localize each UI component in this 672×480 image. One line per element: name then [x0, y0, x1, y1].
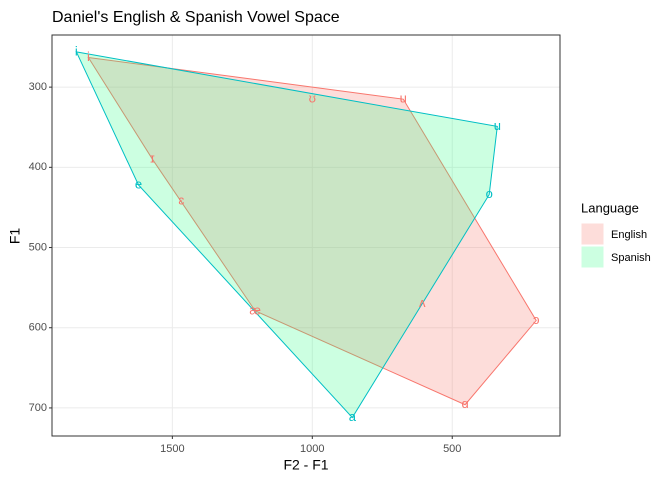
vowel-label: ɪ — [150, 151, 155, 166]
vowel-label: æ — [249, 302, 261, 317]
y-tick-label: 500 — [29, 241, 47, 253]
legend-label: Spanish — [611, 252, 651, 264]
vowel-label: a — [349, 409, 357, 424]
vowel-label: ɑ — [462, 396, 469, 411]
x-tick-label: 500 — [443, 443, 461, 455]
plot-background — [52, 35, 560, 436]
legend-label: English — [611, 229, 647, 241]
y-tick-label: 300 — [29, 81, 47, 93]
vowel-label: ɔ — [533, 312, 540, 327]
vowel-label: ɛ — [178, 192, 184, 207]
vowel-label: u — [494, 118, 501, 133]
panel-border — [51, 34, 561, 437]
legend-key — [580, 222, 605, 246]
y-tick-label: 600 — [29, 322, 47, 334]
y-tick-label: 700 — [29, 402, 47, 414]
y-axis-label: F1 — [7, 228, 23, 245]
x-axis-label: F2 - F1 — [283, 457, 328, 473]
vowel-label: ʌ — [419, 295, 426, 310]
vowel-polygon — [75, 51, 498, 419]
y-tick-label: 400 — [29, 161, 47, 173]
chart-title: Daniel's English & Spanish Vowel Space — [52, 9, 340, 26]
legend-key — [580, 245, 605, 269]
vowel-label: i — [87, 49, 90, 64]
x-tick-label: 1000 — [300, 443, 324, 455]
vowel-label: ʊ — [309, 91, 316, 106]
vowel-label: o — [486, 186, 493, 201]
x-tick-label: 1500 — [160, 443, 184, 455]
vowel-label: e — [135, 176, 142, 191]
vowel-label: u — [400, 91, 407, 106]
vowel-label: i — [75, 43, 78, 58]
vowel-polygon — [87, 56, 537, 406]
legend-title: Language — [581, 200, 639, 215]
